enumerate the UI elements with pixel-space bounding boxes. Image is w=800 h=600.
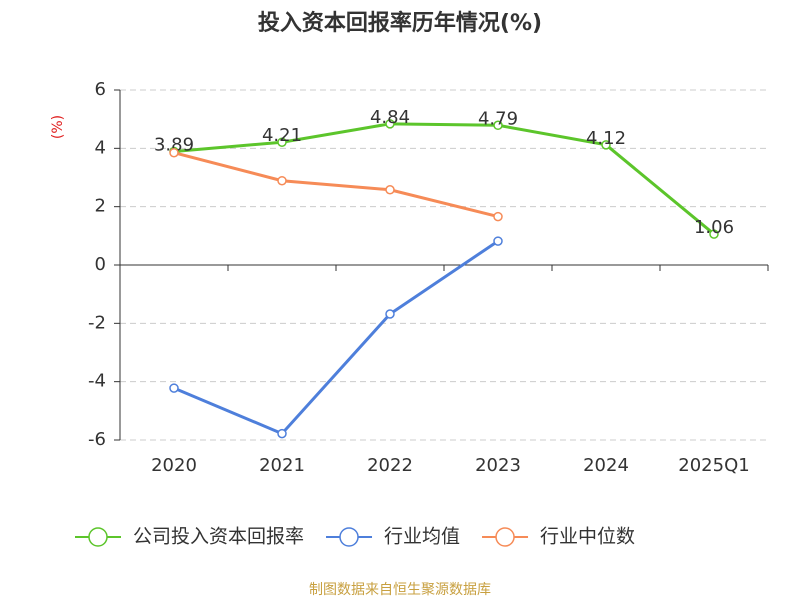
point-marker	[385, 185, 395, 195]
data-label: 3.89	[154, 135, 194, 156]
data-label: 1.06	[694, 217, 734, 238]
point-marker	[385, 309, 395, 319]
legend-label: 行业均值	[384, 526, 460, 548]
x-tick-label: 2022	[367, 455, 413, 476]
data-label: 4.84	[370, 107, 410, 128]
point-marker	[493, 211, 503, 222]
legend-marker	[88, 527, 108, 547]
point-marker	[169, 383, 179, 393]
data-label: 4.79	[478, 108, 518, 129]
x-tick-label: 2020	[151, 455, 197, 476]
legend-label: 公司投入资本回报率	[133, 526, 304, 548]
point-marker	[709, 229, 719, 239]
series-line	[173, 122, 715, 236]
series-line	[173, 239, 499, 436]
series-line	[173, 151, 499, 219]
y-axis-label: (%)	[50, 115, 66, 139]
point-marker	[493, 236, 503, 246]
point-marker	[601, 140, 611, 150]
y-tick-label: 4	[95, 137, 106, 158]
legend-marker	[339, 527, 359, 547]
point-marker	[385, 119, 395, 129]
x-tick-label: 2023	[475, 455, 521, 476]
point-marker	[277, 428, 287, 439]
y-tick-label: -2	[88, 312, 106, 333]
point-marker	[169, 147, 179, 158]
data-label: 4.21	[262, 125, 302, 146]
point-marker	[277, 137, 287, 147]
x-tick-label: 2025Q1	[678, 455, 749, 476]
point-marker	[277, 175, 287, 186]
y-tick-label: -4	[88, 371, 106, 392]
y-tick-label: 6	[95, 79, 106, 100]
chart-title: 投入资本回报率历年情况(%)	[258, 10, 542, 36]
source-note: 制图数据来自恒生聚源数据库	[309, 582, 491, 598]
legend-marker	[495, 527, 515, 547]
x-tick-label: 2021	[259, 455, 305, 476]
point-marker	[493, 120, 503, 131]
y-tick-label: 2	[95, 196, 106, 217]
y-tick-label: -6	[88, 429, 106, 450]
data-label: 4.12	[586, 128, 626, 149]
legend-label: 行业中位数	[540, 526, 635, 548]
x-tick-label: 2024	[583, 455, 629, 476]
y-tick-label: 0	[95, 254, 106, 275]
